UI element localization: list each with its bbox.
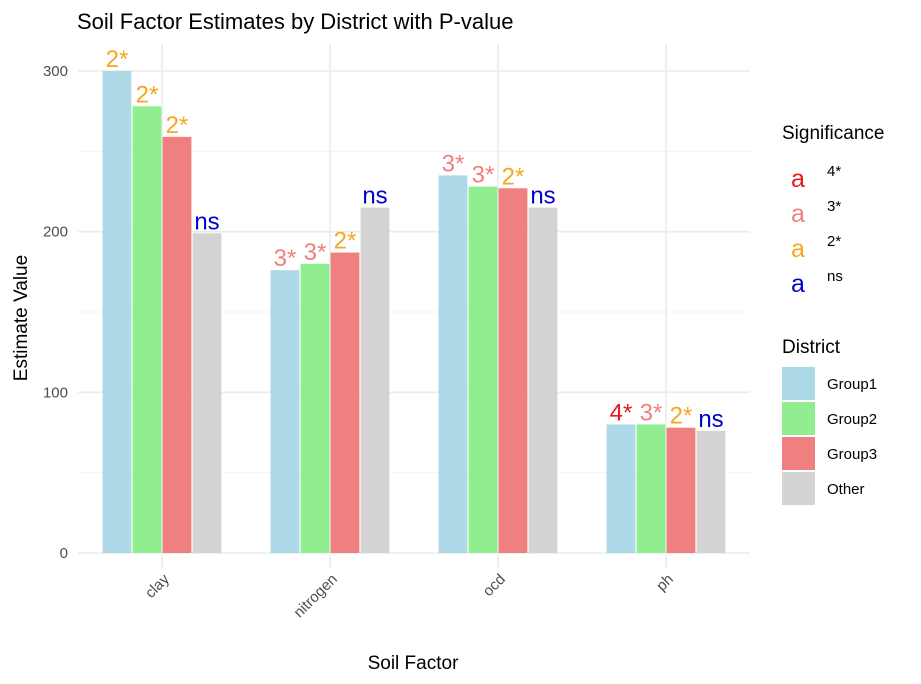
y-axis-ticks: 0 100 200 300 <box>43 63 68 562</box>
y-tick-label: 0 <box>60 545 68 562</box>
district-key-swatch-group2 <box>782 402 815 435</box>
x-tick-label-ocd: ocd <box>480 571 509 600</box>
y-tick-label: 100 <box>43 384 68 401</box>
x-tick-label-nitrogen: nitrogen <box>290 571 340 621</box>
bar-label-other-clay: ns <box>194 208 219 235</box>
bar-group1-ph <box>606 424 636 553</box>
bar-label-group2-ph: 3* <box>640 399 663 426</box>
significance-key-label: 2* <box>827 233 841 250</box>
district-legend-title: District <box>782 337 841 358</box>
x-tick-label-ph: ph <box>653 571 677 595</box>
district-key-swatch-group3 <box>782 437 815 470</box>
y-axis-title: Estimate Value <box>11 255 32 381</box>
significance-key-glyph: a <box>791 235 805 263</box>
bar-other-ph <box>696 430 726 553</box>
bar-other-ocd <box>528 207 558 554</box>
bar-label-group1-clay: 2* <box>106 46 129 73</box>
district-key-swatch-other <box>782 472 815 505</box>
bar-label-group3-ocd: 2* <box>502 163 525 190</box>
significance-key-label: ns <box>827 268 843 285</box>
bars <box>102 71 726 554</box>
significance-legend: Significance a 4* a 3* a 2* a ns <box>782 123 884 298</box>
bar-other-nitrogen <box>360 207 390 554</box>
y-tick-label: 200 <box>43 224 68 241</box>
bar-label-group1-ph: 4* <box>610 399 633 426</box>
bar-group2-clay <box>132 106 162 553</box>
district-key-label-group2: Group2 <box>827 411 877 428</box>
bar-label-group1-nitrogen: 3* <box>274 245 297 272</box>
y-tick-label: 300 <box>43 63 68 80</box>
district-legend: District Group1 Group2 Group3 Other <box>782 337 877 505</box>
significance-key-label: 4* <box>827 163 841 180</box>
significance-key-glyph: a <box>791 165 805 193</box>
bar-group2-ocd <box>468 186 498 553</box>
bar-other-clay <box>192 233 222 554</box>
bar-group2-nitrogen <box>300 263 330 553</box>
x-tick-label-clay: clay <box>142 570 173 601</box>
bar-group1-clay <box>102 71 132 553</box>
district-key-label-other: Other <box>827 481 865 498</box>
bar-group3-nitrogen <box>330 252 360 553</box>
significance-key-glyph: a <box>791 270 805 298</box>
bar-label-group2-nitrogen: 3* <box>304 239 327 266</box>
bar-group3-ph <box>666 427 696 553</box>
bar-group1-nitrogen <box>270 270 300 553</box>
x-axis-title: Soil Factor <box>368 653 459 674</box>
significance-legend-title: Significance <box>782 123 884 144</box>
bar-label-group3-clay: 2* <box>166 112 189 139</box>
bar-label-group2-ocd: 3* <box>472 162 495 189</box>
bar-group3-clay <box>162 136 192 553</box>
district-key-label-group1: Group1 <box>827 376 877 393</box>
x-axis-ticks: clay nitrogen ocd ph <box>142 570 677 621</box>
significance-key-label: 3* <box>827 198 841 215</box>
chart-title: Soil Factor Estimates by District with P… <box>77 9 513 34</box>
significance-key-glyph: a <box>791 200 805 228</box>
district-key-swatch-group1 <box>782 367 815 400</box>
bar-group3-ocd <box>498 188 528 553</box>
bar-label-other-nitrogen: ns <box>362 183 387 210</box>
bar-group1-ocd <box>438 175 468 553</box>
bar-labels: 2*2*2*ns3* 3* 2*ns3* 3* 2*ns4* 3* 2* ns <box>106 46 724 433</box>
bar-label-group1-ocd: 3* <box>442 150 465 177</box>
bar-label-group3-ph: 2* <box>670 403 693 430</box>
bar-label-other-ocd: ns <box>530 183 555 210</box>
district-key-label-group3: Group3 <box>827 446 877 463</box>
bar-label-other-ph: ns <box>698 406 723 433</box>
bar-label-group3-nitrogen: 2* <box>334 228 357 255</box>
bar-label-group2-clay: 2* <box>136 81 159 108</box>
bar-group2-ph <box>636 424 666 553</box>
